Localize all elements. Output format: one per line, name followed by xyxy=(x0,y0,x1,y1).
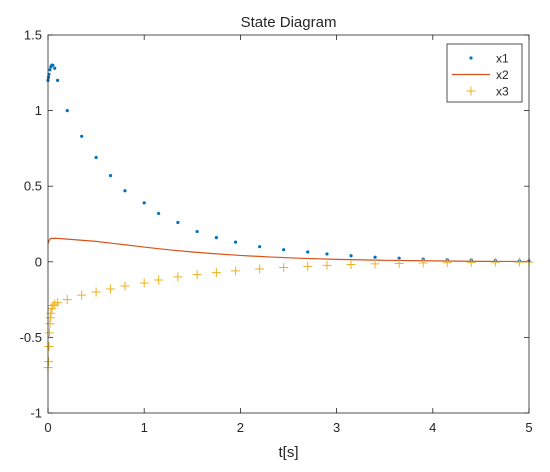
data-point-x1 xyxy=(48,68,52,72)
data-point-x1 xyxy=(142,201,146,205)
x-tick-label: 1 xyxy=(141,420,148,435)
data-point-x3 xyxy=(322,260,332,270)
data-point-x1 xyxy=(80,134,84,138)
data-point-x1 xyxy=(233,240,238,244)
data-point-x3 xyxy=(394,258,404,268)
data-point-x3 xyxy=(514,257,524,267)
x-tick-label: 0 xyxy=(44,420,51,435)
data-point-x1 xyxy=(56,78,60,82)
tick-layer: 0 1 2 3 4 5 -1 -0.5 0 0.5 1 1.5 xyxy=(20,28,533,436)
x-tick-label: 5 xyxy=(525,420,532,435)
data-point-x3 xyxy=(418,258,428,268)
data-point-x3 xyxy=(211,268,221,278)
data-point-x3 xyxy=(91,287,101,297)
data-point-x3 xyxy=(77,290,87,300)
data-point-x1 xyxy=(282,248,286,252)
data-point-x3 xyxy=(279,263,289,273)
series-line-x2 xyxy=(47,237,530,263)
chart-title: State Diagram xyxy=(241,14,337,31)
data-point-x1 xyxy=(258,245,262,249)
legend: x1 x2 x3 xyxy=(446,43,523,103)
legend-label-x3: x3 xyxy=(496,85,509,99)
y-tick-label: -1 xyxy=(30,406,42,421)
data-point-x1 xyxy=(176,220,180,225)
data-point-x3 xyxy=(154,275,164,285)
data-point-x3 xyxy=(43,357,53,367)
data-point-x3 xyxy=(442,258,452,268)
data-point-x3 xyxy=(192,270,202,280)
series-layer xyxy=(43,63,534,373)
data-point-x1 xyxy=(53,66,57,70)
data-point-x3 xyxy=(255,264,265,274)
data-point-x1 xyxy=(108,174,113,178)
y-tick-label: 0 xyxy=(35,254,42,269)
x-axis-label: t[s] xyxy=(278,444,298,461)
data-point-x1 xyxy=(373,255,377,259)
legend-label-x1: x1 xyxy=(496,52,509,66)
data-point-x3 xyxy=(62,295,72,305)
data-point-x1 xyxy=(94,155,98,160)
data-point-x3 xyxy=(231,266,241,276)
legend-label-x2: x2 xyxy=(496,68,509,82)
legend-box xyxy=(446,43,523,103)
data-point-x1 xyxy=(325,252,329,256)
axes-box xyxy=(47,34,530,414)
y-tick-label: 1 xyxy=(35,103,42,118)
data-point-x3 xyxy=(53,298,63,308)
data-point-x3 xyxy=(44,328,54,338)
data-point-x3 xyxy=(120,281,130,291)
y-tick-label: -0.5 xyxy=(20,330,42,345)
data-point-x1 xyxy=(46,75,51,79)
data-point-x1 xyxy=(195,229,199,234)
data-point-x3 xyxy=(370,259,380,269)
series-x2 xyxy=(47,237,530,263)
data-point-x1 xyxy=(157,211,161,216)
data-point-x3 xyxy=(106,284,116,294)
y-tick-label: 0.5 xyxy=(24,179,42,194)
data-point-x1 xyxy=(306,250,310,254)
y-tick-label: 1.5 xyxy=(24,28,42,43)
data-point-x3 xyxy=(44,341,54,351)
data-point-x1 xyxy=(51,63,55,67)
data-point-x3 xyxy=(173,272,183,282)
data-point-x1 xyxy=(397,256,401,260)
data-point-x1 xyxy=(349,254,353,258)
data-point-x1 xyxy=(123,189,127,193)
data-point-x3 xyxy=(490,257,500,267)
legend-marker-x3 xyxy=(466,86,476,96)
legend-marker-x1 xyxy=(469,56,473,60)
x-tick-label: 4 xyxy=(429,420,436,435)
series-x3 xyxy=(43,257,534,373)
data-point-x3 xyxy=(346,260,356,270)
data-point-x3 xyxy=(303,261,313,271)
data-point-x1 xyxy=(65,109,69,113)
x-tick-label: 3 xyxy=(333,420,340,435)
data-point-x3 xyxy=(48,301,58,311)
data-point-x3 xyxy=(466,257,476,267)
x-tick-label: 2 xyxy=(237,420,244,435)
data-point-x1 xyxy=(214,236,218,240)
data-point-x3 xyxy=(139,278,149,288)
